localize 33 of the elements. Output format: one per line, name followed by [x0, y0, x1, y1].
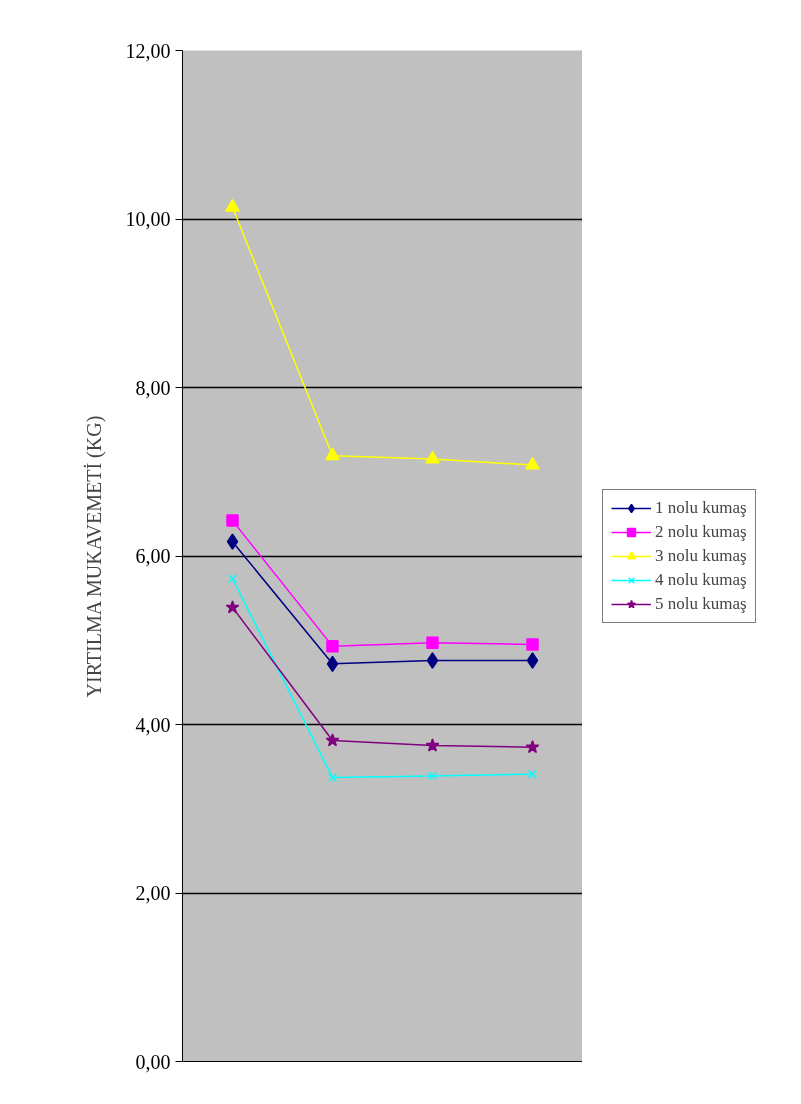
point	[225, 198, 240, 212]
point	[525, 456, 540, 470]
legend-label: 1 nolu kumaş	[655, 497, 747, 518]
point	[526, 652, 539, 669]
point	[225, 600, 240, 614]
legend-label: 2 nolu kumaş	[655, 521, 747, 542]
y-tick-label: 6,00	[135, 545, 171, 567]
point	[525, 740, 540, 754]
point	[425, 450, 440, 464]
point	[326, 655, 339, 673]
point	[325, 447, 340, 461]
point	[427, 771, 438, 781]
point	[227, 574, 238, 584]
point	[226, 514, 239, 527]
y-tick-label: 0,00	[135, 1050, 171, 1073]
y-axis-title: YIRTILMA MUKAVEMETİ (KG)	[82, 415, 106, 698]
point	[325, 733, 340, 747]
y-tick-label: 10,00	[125, 208, 171, 230]
point	[426, 652, 439, 669]
legend-label: 4 nolu kumaş	[655, 569, 747, 590]
y-tick-label: 2,00	[135, 882, 171, 904]
legend-label: 5 nolu kumaş	[655, 593, 747, 614]
y-tick-label: 12,00	[125, 39, 171, 62]
point	[526, 638, 539, 651]
point	[226, 533, 239, 550]
point	[326, 639, 339, 653]
point	[327, 772, 338, 783]
y-tick-label: 8,00	[135, 376, 171, 399]
point	[425, 738, 440, 752]
y-tick-label: 4,00	[135, 713, 171, 736]
legend-label: 3 nolu kumaş	[655, 545, 747, 566]
point	[527, 769, 538, 779]
point	[426, 636, 439, 650]
